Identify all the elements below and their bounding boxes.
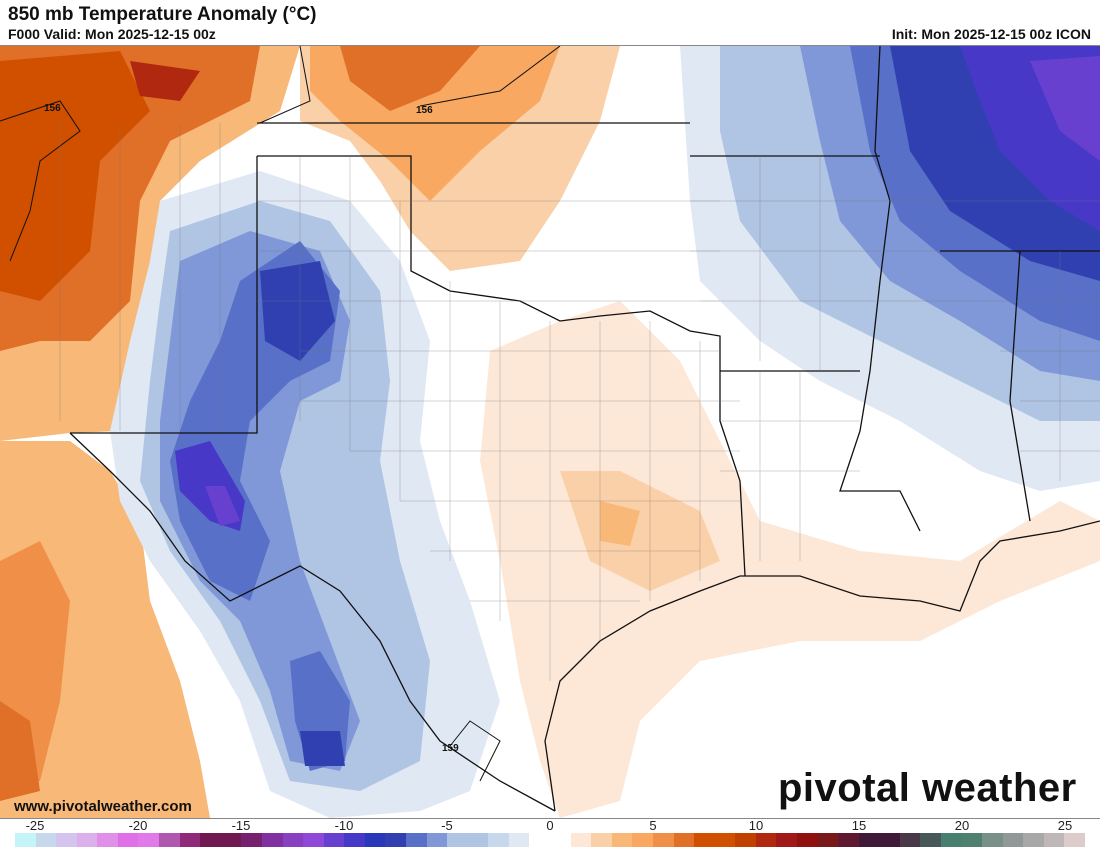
oklahoma-border	[257, 122, 721, 371]
colorbar-swatch	[858, 833, 880, 847]
anomaly-map[interactable]: 156 156 159	[0, 45, 1100, 819]
arkansas-border	[690, 155, 880, 372]
colorbar-swatch	[776, 833, 797, 847]
boundaries	[0, 46, 1100, 812]
new-mexico-texas-border	[70, 156, 258, 434]
colorbar-swatch	[714, 833, 736, 847]
colorbar-swatch	[591, 833, 612, 847]
colorbar-swatch	[529, 833, 551, 847]
county-lines	[59, 121, 1100, 681]
colorbar-swatch	[632, 833, 653, 847]
rio-grande	[69, 432, 556, 812]
colorbar-swatch	[344, 833, 365, 847]
colorbar-ticks: -25 -20 -15 -10 -5 0 5 10 15 20 25	[0, 818, 1100, 833]
colorbar-swatch	[611, 833, 633, 847]
colorbar-tick: -20	[128, 818, 148, 833]
colorbar-swatch	[179, 833, 201, 847]
colorbar-swatch	[982, 833, 1003, 847]
colorbar-swatch	[488, 833, 509, 847]
colorbar-swatch	[694, 833, 715, 847]
anomaly-fill	[0, 46, 1100, 818]
colorbar-swatch	[920, 833, 942, 847]
colorado-kansas-border	[259, 46, 561, 124]
warm-core-inner	[0, 51, 150, 301]
warm-central-core	[600, 501, 640, 546]
colorbar	[15, 833, 1086, 847]
colorbar-tick: 5	[649, 818, 657, 833]
colorbar-swatch	[138, 833, 160, 847]
site-url[interactable]: www.pivotalweather.com	[14, 798, 192, 815]
gulf-coast	[544, 520, 1100, 812]
colorbar-swatch	[261, 833, 283, 847]
colorbar-swatch	[447, 833, 468, 847]
cool-panhandle-peak	[260, 261, 335, 361]
colorbar-tick: 25	[1057, 818, 1073, 833]
colorbar-swatch	[117, 833, 139, 847]
colorbar-swatch	[35, 833, 57, 847]
colorbar-swatch	[838, 833, 859, 847]
height-contour-south	[449, 720, 501, 782]
contour-label: 156	[44, 103, 61, 114]
colorbar-swatch	[241, 833, 262, 847]
map-canvas: 156 156 159	[0, 46, 1100, 818]
colorbar-swatch	[467, 833, 489, 847]
cool-trans-pecos-min	[205, 486, 240, 526]
colorbar-tick: 10	[748, 818, 764, 833]
colorbar-tick: -15	[231, 818, 251, 833]
colorbar-swatch	[76, 833, 98, 847]
colorbar-swatch	[15, 833, 36, 847]
colorbar-swatch	[735, 833, 756, 847]
colorbar-swatch	[364, 833, 386, 847]
colorbar-tick: 20	[954, 818, 970, 833]
colorbar-tick: 15	[851, 818, 867, 833]
colorbar-swatch	[159, 833, 180, 847]
colorbar-swatch	[405, 833, 427, 847]
mississippi-river	[839, 46, 921, 532]
cool-south-texas-core	[300, 731, 345, 766]
init-time: Init: Mon 2025-12-15 00z ICON	[891, 26, 1091, 42]
colorbar-swatch	[796, 833, 818, 847]
colorbar-tick: 0	[546, 818, 554, 833]
colorbar-swatch	[1043, 833, 1065, 847]
colorbar-swatch	[282, 833, 304, 847]
colorbar-swatch	[570, 833, 592, 847]
cool-northeast-core	[1030, 56, 1100, 161]
warm-north-core	[340, 46, 480, 111]
colorbar-swatch	[941, 833, 962, 847]
valid-time: F000 Valid: Mon 2025-12-15 00z	[8, 26, 216, 42]
warm-peak	[130, 61, 200, 101]
colorbar-swatch	[755, 833, 777, 847]
contour-label: 156	[416, 105, 433, 116]
colorbar-swatch	[97, 833, 118, 847]
colorbar-swatch	[1064, 833, 1086, 847]
warm-southwest-core	[0, 701, 40, 801]
colorbar-swatch	[323, 833, 345, 847]
colorbar-swatch	[652, 833, 674, 847]
colorbar-tick: -5	[441, 818, 453, 833]
colorbar-tick: -25	[25, 818, 45, 833]
colorbar-swatch	[303, 833, 324, 847]
colorbar-swatch	[426, 833, 448, 847]
colorbar-tick: -10	[334, 818, 354, 833]
map-title: 850 mb Temperature Anomaly (°C)	[8, 4, 317, 25]
colorbar-swatch	[200, 833, 221, 847]
colorbar-swatch	[220, 833, 242, 847]
warm-region-central-texas	[480, 301, 1100, 818]
colorbar-swatch	[899, 833, 921, 847]
colorbar-swatch	[673, 833, 695, 847]
colorbar-swatch	[1023, 833, 1044, 847]
colorbar-swatch	[56, 833, 77, 847]
colorbar-swatch	[385, 833, 406, 847]
pivotal-weather-logo: pivotal weather	[778, 766, 1077, 810]
colorbar-swatch	[961, 833, 983, 847]
colorbar-swatch	[817, 833, 839, 847]
colorbar-swatch	[879, 833, 900, 847]
colorbar-swatch	[550, 833, 571, 847]
colorbar-swatch	[1002, 833, 1024, 847]
contour-label: 159	[442, 743, 459, 754]
colorbar-swatch	[508, 833, 530, 847]
